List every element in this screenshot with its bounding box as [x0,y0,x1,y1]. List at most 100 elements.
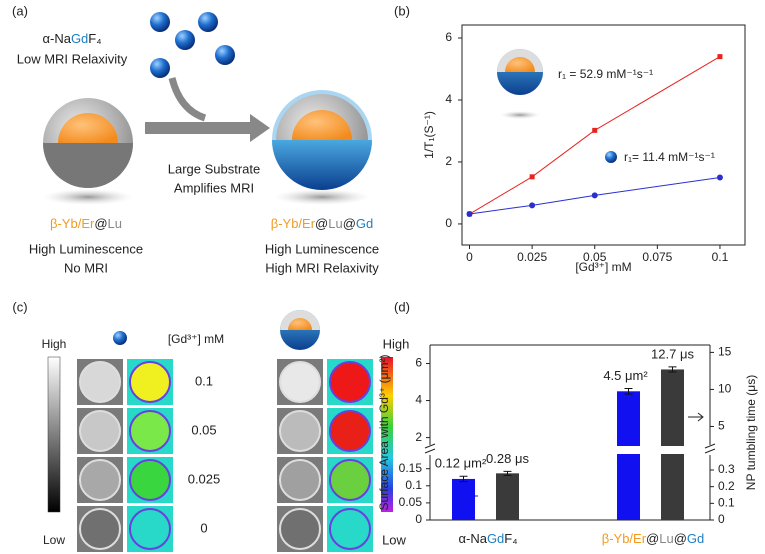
mri-sample [279,459,321,501]
x-tick-label: 0.075 [642,250,672,264]
name-part: β-Yb/Er [602,531,647,546]
y-tick-label: 0.05 [399,495,423,509]
compound-name: α-NaGdF₄ [42,31,101,46]
bar [496,473,519,520]
point [592,127,598,133]
panel-c-art [47,310,393,552]
mri-sample [279,410,321,452]
compound-name: β-Yb/Er@Lu [50,216,122,231]
value-label: 12.7 μs [651,346,694,361]
mri-sample [79,508,121,550]
mri-sample [329,361,371,403]
y-tick-label: 6 [445,30,452,44]
mri-sample [129,361,171,403]
name-part: Gd [356,216,373,231]
plot-frame [461,24,746,246]
value-label: 4.5 μm² [603,368,648,383]
bar [452,478,475,520]
note: High Luminescence [29,241,143,256]
mri-sample [129,508,171,550]
name-part: F₄ [88,31,101,46]
name-part: @ [94,216,107,231]
y-tick-label: 2 [415,430,422,444]
point [716,174,723,181]
point [591,192,598,199]
mri-sample [329,410,371,452]
name-part: Gd [487,531,504,546]
panel-b-icon [497,49,617,163]
concentration: 0.025 [188,471,221,486]
error-bar [624,388,633,395]
note: Low MRI Relaxivity [17,51,128,66]
mri-sample [329,508,371,550]
name-part: α-Na [458,531,487,546]
name-part: Lu [659,531,673,546]
error-bar [503,470,512,476]
y2-tick-label: 0.2 [718,479,735,493]
y-tick-label: 4 [445,92,452,106]
x-axis-label: [Gd³⁺] mM [575,260,631,274]
arrow [688,412,704,422]
name-part: Gd [71,31,88,46]
note: Amplifies MRI [174,180,254,195]
name-part: β-Yb/Er [50,216,95,231]
name-part: Gd [687,531,704,546]
break-mark [704,443,716,449]
value-label: 0.12 μm² [435,456,487,471]
mri-sample [79,459,121,501]
series-line [469,176,721,215]
x-tick-label: 0.025 [517,250,547,264]
name-part: @ [646,531,659,546]
break-mark [704,448,716,454]
error-bar [668,366,677,373]
panel-a-art [43,12,372,205]
point [529,202,536,209]
y-tick-label: 0 [415,512,422,526]
colorbar-label: Low [382,532,406,547]
point [717,54,723,60]
note: Large Substrate [168,161,261,176]
compound-name: β-Yb/Er@Lu@Gd [271,216,374,231]
name-part: F₄ [504,531,517,546]
panel-label: (c) [12,299,27,314]
panel-label: (d) [394,299,410,314]
bar [617,391,640,520]
y-tick-label: 2 [445,154,452,168]
y2-axis-label: NP tumbling time (μs) [744,375,758,490]
y2-tick-label: 10 [718,382,732,396]
name-part: α-Na [42,31,71,46]
annotation: r₁ = 52.9 mM⁻¹s⁻¹ [558,67,653,81]
y-axis-label: 1/T₁(S⁻¹) [422,111,436,159]
series-line [469,56,721,215]
name-part: Lu [108,216,122,231]
name-part: @ [315,216,328,231]
axis-break [424,446,716,454]
concentration: 0.1 [195,373,213,388]
annotation: r₁= 11.4 mM⁻¹s⁻¹ [624,150,715,164]
mri-sample [279,361,321,403]
value-label: 0.28 μs [486,451,529,466]
y2-tick-label: 15 [718,345,732,359]
note: High MRI Relaxivity [265,260,379,275]
y2-tick-label: 0.1 [718,496,735,510]
colorbar-label: Low [43,533,65,547]
point [466,211,473,218]
x-tick-label: α-NaGdF₄ [458,531,517,546]
note: No MRI [64,260,108,275]
name-part: Lu [328,216,342,231]
concentration: 0 [200,520,207,535]
error-bar [459,475,468,483]
mri-sample [129,459,171,501]
axis-label: [Gd³⁺] mM [168,332,224,346]
panel-label: (b) [394,3,410,18]
y2-tick-label: 5 [718,419,725,433]
y-tick-label: 0.15 [399,461,423,475]
mri-sample [329,459,371,501]
mri-sample [79,361,121,403]
y-tick-label: 6 [415,356,422,370]
x-tick-label: 0 [466,250,473,264]
panel-label: (a) [12,3,28,18]
y-axis-label: Surface Area with Gd³⁺ (μm²) [377,355,391,511]
note: High Luminescence [265,241,379,256]
point [529,174,535,180]
